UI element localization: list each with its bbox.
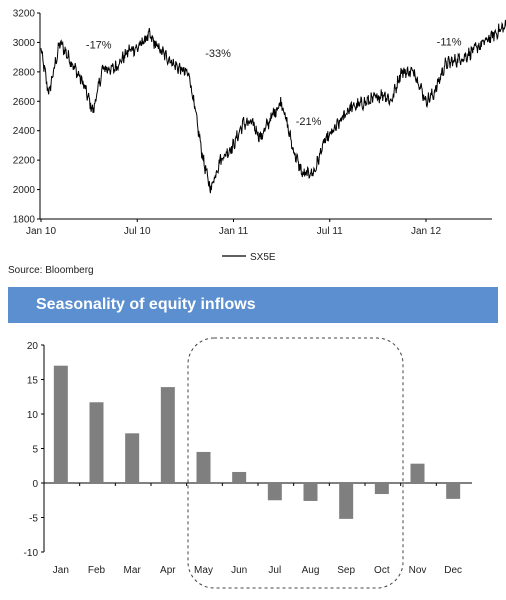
x-tick-label: Jan 10 <box>26 226 56 237</box>
bar-jan <box>53 365 68 483</box>
y-tick-label: 2400 <box>13 126 36 137</box>
bar-feb <box>89 402 104 483</box>
legend: SX5E <box>222 252 276 263</box>
source-note: Source: Bloomberg <box>8 265 94 276</box>
highlight-box <box>187 337 404 589</box>
bar-dec <box>446 483 461 499</box>
x-tick-label: Feb <box>88 565 106 576</box>
bar-jul <box>267 483 282 501</box>
sx5e-line-chart: 1800 2000 2200 2400 2600 2800 3000 3200 Jan 10 J… <box>13 9 506 263</box>
drawdown-label: -33% <box>205 48 231 60</box>
y-tick-label: 10 <box>27 410 39 421</box>
bar-sep <box>339 483 354 519</box>
y-tick-label: 20 <box>27 341 39 352</box>
bar-aug <box>303 483 318 501</box>
x-tick-label: Jul 11 <box>317 226 343 237</box>
bar-nov <box>410 463 425 483</box>
y-tick-label: 1800 <box>13 215 36 226</box>
y-tick-label: 3000 <box>13 38 36 49</box>
x-tick-label: Jan <box>53 565 69 576</box>
drawdown-annotations: -17% -33% -21% -11% <box>86 36 462 127</box>
series-line-sx5e <box>40 19 506 194</box>
legend-label-sx5e: SX5E <box>250 252 276 263</box>
x-tick-label: Jun <box>231 565 247 576</box>
y-tick-label: 2600 <box>13 97 36 108</box>
x-tick-label: Oct <box>374 565 390 576</box>
x-tick-label: Jan 11 <box>219 226 249 237</box>
y-tick-label: -10 <box>24 548 39 559</box>
x-tick-label: May <box>194 565 213 576</box>
banner-title: Seasonality of equity inflows <box>36 296 256 313</box>
x-tick-label: Nov <box>409 565 427 576</box>
x-tick-label: Mar <box>124 565 142 576</box>
x-tick-label: Jul <box>268 565 281 576</box>
bar-oct <box>374 483 389 495</box>
x-tick-label: Sep <box>337 565 355 576</box>
bars <box>53 365 461 519</box>
section-banner: Seasonality of equity inflows <box>8 287 498 323</box>
x-tick-label: Apr <box>160 565 176 576</box>
y-axis: 1800 2000 2200 2400 2600 2800 3000 3200 <box>13 9 492 226</box>
x-tick-label: Dec <box>444 565 462 576</box>
bar-mar <box>125 433 140 483</box>
y-tick-label: 0 <box>32 479 38 490</box>
y-tick-label: 2200 <box>13 156 36 167</box>
x-tick-label: Jul 10 <box>124 226 151 237</box>
seasonality-bar-chart: -10 -5 0 5 10 15 20 Jan Feb Mar Apr May Jun Jul Aug Se… <box>24 337 472 589</box>
y-tick-label: 3200 <box>13 9 36 20</box>
x-tick-label: Jan 12 <box>411 226 441 237</box>
y-tick-label: 2800 <box>13 67 36 78</box>
x-axis: Jan Feb Mar Apr May Jun Jul Aug Sep Oct Nov Dec <box>53 483 462 576</box>
bar-jun <box>232 471 247 483</box>
y-tick-label: 15 <box>27 376 39 387</box>
drawdown-label: -21% <box>296 116 322 128</box>
drawdown-label: -17% <box>86 39 112 51</box>
bar-apr <box>160 387 175 483</box>
bar-may <box>196 451 211 483</box>
drawdown-label: -11% <box>437 36 462 48</box>
x-tick-label: Aug <box>302 565 320 576</box>
y-tick-label: 2000 <box>13 185 36 196</box>
y-tick-label: -5 <box>29 514 38 525</box>
y-tick-label: 5 <box>32 445 38 456</box>
